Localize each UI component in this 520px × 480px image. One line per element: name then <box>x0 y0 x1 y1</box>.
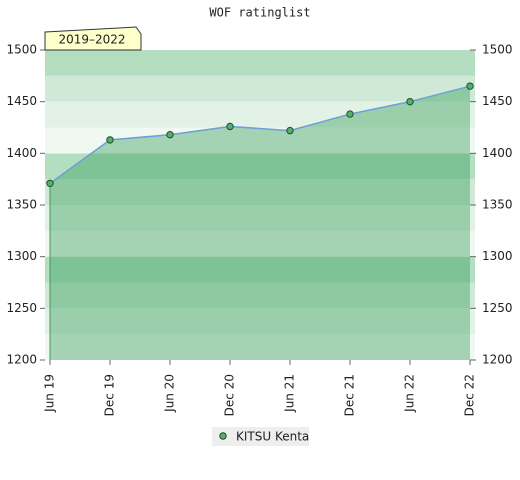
marker <box>226 122 234 131</box>
marker <box>406 97 414 106</box>
band <box>45 179 475 205</box>
x-tick-label: Dec 20 <box>223 374 237 416</box>
y-tick-label: 1200 <box>6 353 37 367</box>
x-tick-label: Jun 20 <box>163 374 177 413</box>
y2-tick-label: 1200 <box>482 353 513 367</box>
marker <box>166 131 174 139</box>
y-tick-label: 1450 <box>6 94 37 108</box>
series-line <box>49 85 471 184</box>
marker <box>46 179 54 188</box>
y-tick-label: 1350 <box>6 198 37 212</box>
band <box>45 230 475 257</box>
background-bands <box>45 50 475 360</box>
y2-tick-label: 1450 <box>482 94 513 108</box>
y-tick-label: 1300 <box>6 249 37 263</box>
band <box>45 101 475 128</box>
chart-title: WOF ratinglist <box>209 6 310 20</box>
x-tick-label: Dec 22 <box>463 374 477 416</box>
y2-tick-label: 1250 <box>482 301 513 315</box>
legend-marker <box>219 432 227 440</box>
y-tick-label: 1250 <box>6 301 37 315</box>
y2-tick-label: 1500 <box>482 43 513 57</box>
band <box>45 153 475 180</box>
y-tick-label: 1500 <box>6 43 37 57</box>
band <box>45 50 475 76</box>
y2-tick-label: 1350 <box>482 198 513 212</box>
band <box>45 334 475 360</box>
band <box>45 308 475 335</box>
x-tick-label: Jun 21 <box>283 374 297 413</box>
marker <box>346 110 354 118</box>
x-tick-label: Jun 19 <box>43 374 57 413</box>
annotation: 2019–2022 <box>58 33 125 47</box>
marker <box>466 82 474 90</box>
marker <box>286 126 294 135</box>
x-tick-label: Dec 19 <box>103 374 117 416</box>
band <box>45 256 475 283</box>
y-tick-label: 1400 <box>6 146 37 160</box>
band <box>45 75 475 102</box>
legend-box <box>212 427 309 446</box>
y2-tick-label: 1300 <box>482 249 513 263</box>
x-tick-label: Dec 21 <box>343 374 357 416</box>
marker <box>106 136 114 144</box>
band <box>45 205 475 231</box>
annotation-box <box>44 26 142 51</box>
x-tick-label: Jun 22 <box>403 374 417 413</box>
band <box>45 282 475 309</box>
area <box>50 86 470 361</box>
legend-label: KITSU Kenta <box>236 430 309 444</box>
y2-tick-label: 1400 <box>482 146 513 160</box>
band <box>45 127 475 154</box>
